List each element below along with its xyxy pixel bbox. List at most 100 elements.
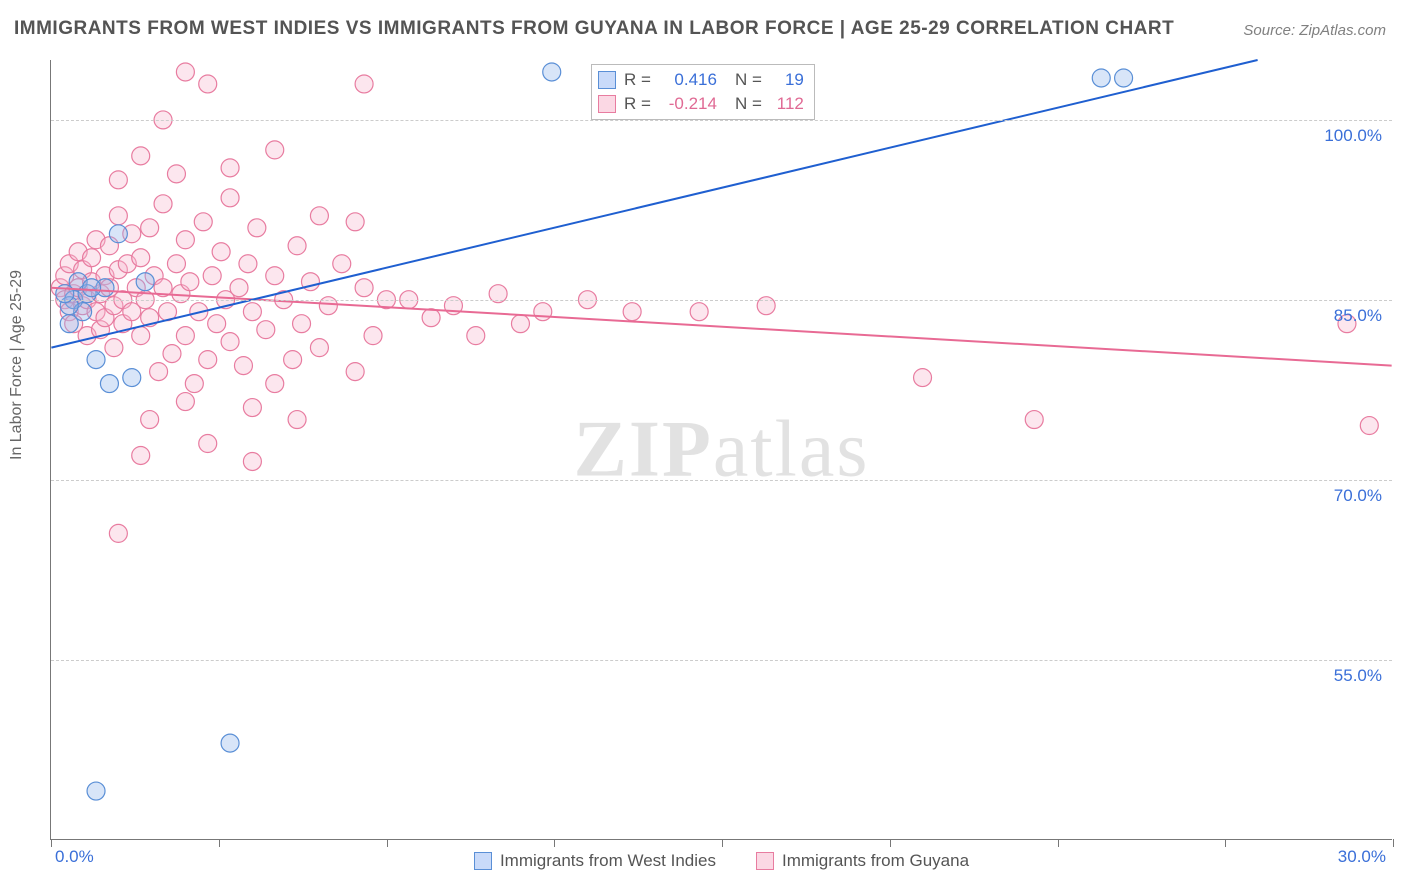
data-point <box>230 279 248 297</box>
x-tick <box>1393 839 1394 847</box>
data-point <box>266 267 284 285</box>
data-point <box>109 225 127 243</box>
data-point <box>422 309 440 327</box>
data-point <box>136 273 154 291</box>
gridline-h <box>51 660 1392 661</box>
data-point <box>221 159 239 177</box>
data-point <box>109 171 127 189</box>
data-point <box>163 345 181 363</box>
legend: Immigrants from West Indies Immigrants f… <box>51 851 1392 871</box>
x-tick <box>554 839 555 847</box>
data-point <box>109 207 127 225</box>
r-value-blue: 0.416 <box>659 70 717 90</box>
gridline-h <box>51 120 1392 121</box>
data-point <box>1360 417 1378 435</box>
data-point <box>176 231 194 249</box>
data-point <box>132 249 150 267</box>
chart-title: IMMIGRANTS FROM WEST INDIES VS IMMIGRANT… <box>14 18 1174 40</box>
data-point <box>333 255 351 273</box>
data-point <box>266 375 284 393</box>
data-point <box>199 75 217 93</box>
x-tick <box>387 839 388 847</box>
source-link[interactable]: ZipAtlas.com <box>1299 22 1386 39</box>
data-point <box>132 147 150 165</box>
data-point <box>141 411 159 429</box>
data-point <box>239 255 257 273</box>
data-point <box>132 327 150 345</box>
x-tick <box>722 839 723 847</box>
x-tick <box>890 839 891 847</box>
data-point <box>1115 69 1133 87</box>
data-point <box>105 339 123 357</box>
source-attribution: Source: ZipAtlas.com <box>1243 22 1386 39</box>
data-point <box>234 357 252 375</box>
gridline-h <box>51 480 1392 481</box>
data-point <box>534 303 552 321</box>
data-point <box>212 243 230 261</box>
data-point <box>243 303 261 321</box>
data-point <box>914 369 932 387</box>
source-prefix: Source: <box>1243 22 1295 39</box>
swatch-blue-icon <box>598 71 616 89</box>
data-point <box>511 315 529 333</box>
data-point <box>346 213 364 231</box>
data-point <box>194 213 212 231</box>
scatter-svg <box>51 60 1392 839</box>
y-tick-label: 55.0% <box>1334 666 1382 686</box>
data-point <box>221 333 239 351</box>
data-point <box>221 189 239 207</box>
x-tick <box>1058 839 1059 847</box>
data-point <box>243 399 261 417</box>
data-point <box>355 279 373 297</box>
stats-row-pink: R = -0.214 N = 112 <box>598 92 804 116</box>
data-point <box>346 363 364 381</box>
data-point <box>100 375 118 393</box>
stats-row-blue: R = 0.416 N = 19 <box>598 68 804 92</box>
data-point <box>150 363 168 381</box>
y-tick-label: 100.0% <box>1324 126 1382 146</box>
data-point <box>83 249 101 267</box>
data-point <box>288 411 306 429</box>
legend-item-blue: Immigrants from West Indies <box>474 851 716 871</box>
stats-box: R = 0.416 N = 19 R = -0.214 N = 112 <box>591 64 815 120</box>
x-tick-label: 0.0% <box>55 847 94 867</box>
swatch-pink-icon <box>598 95 616 113</box>
data-point <box>109 524 127 542</box>
data-point <box>248 219 266 237</box>
data-point <box>310 207 328 225</box>
data-point <box>199 351 217 369</box>
data-point <box>199 435 217 453</box>
y-axis-title: In Labor Force | Age 25-29 <box>8 270 26 460</box>
data-point <box>181 273 199 291</box>
data-point <box>87 782 105 800</box>
data-point <box>690 303 708 321</box>
n-label: N = <box>735 94 762 114</box>
data-point <box>176 393 194 411</box>
y-tick-label: 85.0% <box>1334 306 1382 326</box>
data-point <box>543 63 561 81</box>
x-tick <box>219 839 220 847</box>
r-label: R = <box>624 70 651 90</box>
data-point <box>208 315 226 333</box>
data-point <box>266 141 284 159</box>
data-point <box>1092 69 1110 87</box>
data-point <box>243 452 261 470</box>
legend-item-pink: Immigrants from Guyana <box>756 851 969 871</box>
data-point <box>284 351 302 369</box>
data-point <box>288 237 306 255</box>
data-point <box>141 219 159 237</box>
r-value-pink: -0.214 <box>659 94 717 114</box>
data-point <box>176 327 194 345</box>
data-point <box>176 63 194 81</box>
data-point <box>185 375 203 393</box>
legend-label-blue: Immigrants from West Indies <box>500 851 716 871</box>
y-tick-label: 70.0% <box>1334 486 1382 506</box>
data-point <box>221 734 239 752</box>
swatch-pink-icon <box>756 852 774 870</box>
x-tick-label: 30.0% <box>1338 847 1386 867</box>
data-point <box>293 315 311 333</box>
data-point <box>60 315 78 333</box>
data-point <box>87 351 105 369</box>
n-value-pink: 112 <box>770 94 804 114</box>
plot-area: ZIPatlas R = 0.416 N = 19 R = -0.214 N =… <box>50 60 1392 840</box>
